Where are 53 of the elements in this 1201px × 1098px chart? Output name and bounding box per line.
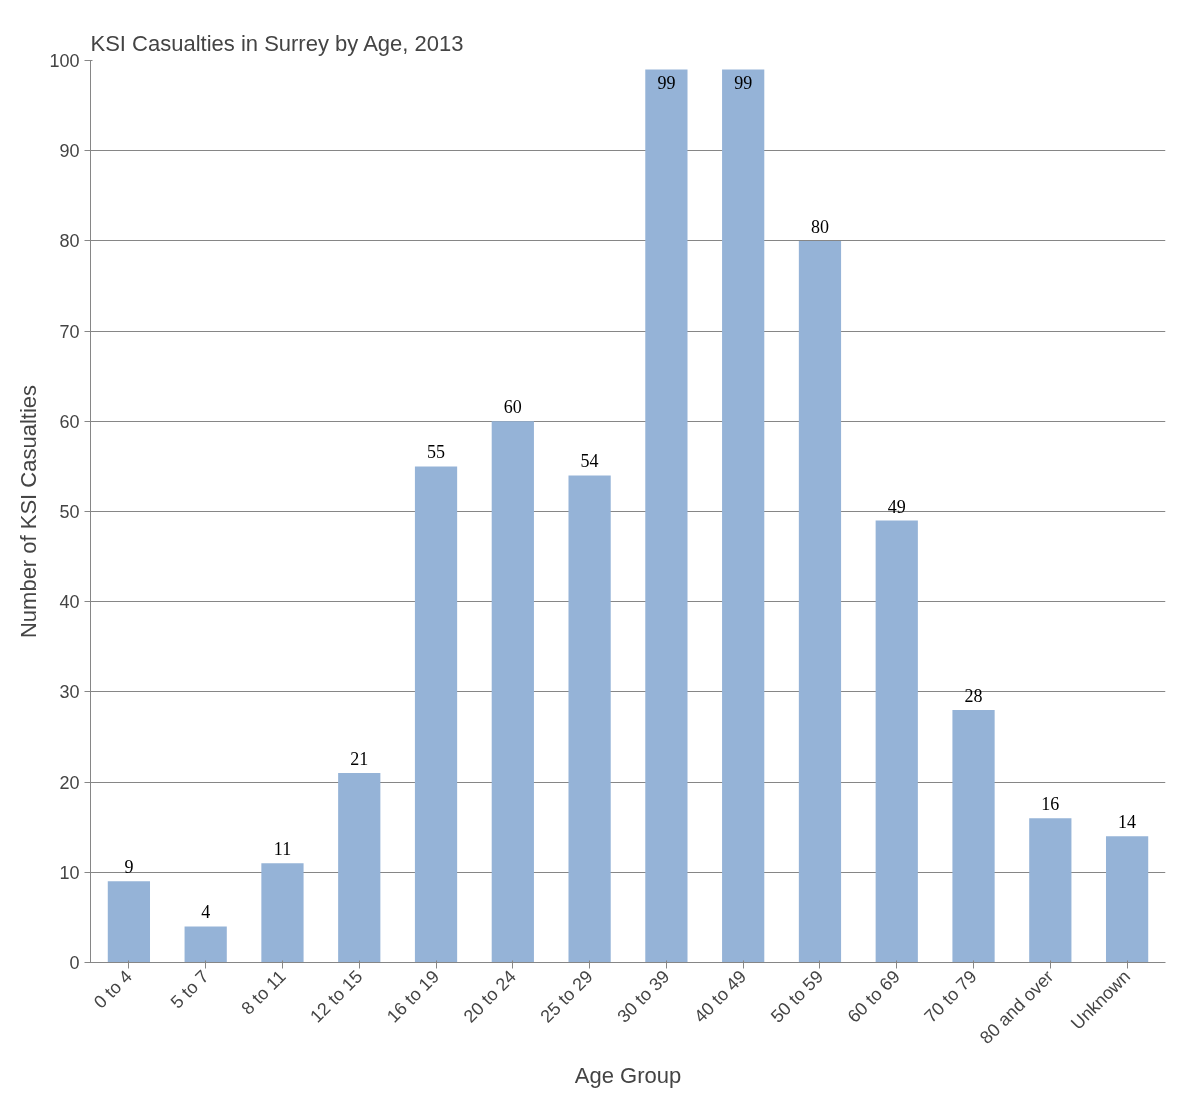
y-tick-label: 40 — [59, 592, 80, 613]
x-axis-title: Age Group — [574, 1062, 682, 1088]
bar — [798, 240, 842, 963]
bar — [107, 881, 151, 963]
data-label: 28 — [964, 685, 983, 706]
bar — [491, 421, 534, 963]
bar — [338, 773, 381, 963]
y-tick-label: 100 — [49, 51, 80, 71]
data-label: 54 — [580, 451, 599, 472]
y-tick-label: 50 — [59, 502, 80, 522]
chart-title: KSI Casualties in Surrey by Age, 2013 — [90, 30, 464, 56]
y-tick-label: 20 — [59, 772, 80, 793]
data-label: 4 — [201, 902, 211, 923]
data-label: 55 — [427, 442, 446, 463]
data-label: 14 — [1118, 812, 1137, 833]
data-label: 60 — [503, 397, 522, 418]
y-axis-title: Number of KSI Casualties — [16, 384, 42, 639]
bar — [722, 69, 765, 963]
data-label: 99 — [657, 72, 676, 93]
x-tick-label: 50 to 59 — [766, 966, 828, 1027]
bar — [952, 709, 995, 963]
data-label: 49 — [887, 496, 906, 517]
data-label: 21 — [350, 749, 369, 770]
y-tick-label: 30 — [59, 682, 80, 703]
x-tick-label: 30 to 39 — [613, 966, 674, 1027]
data-label: 99 — [734, 72, 753, 93]
y-tick-label: 60 — [59, 411, 80, 432]
x-tick-label: 5 to 7 — [166, 966, 213, 1013]
bar — [261, 863, 304, 963]
x-tick-label: 8 to 11 — [237, 966, 290, 1019]
data-label: 80 — [810, 216, 829, 237]
y-tick-label: 90 — [59, 141, 80, 162]
x-tick-label: 0 to 4 — [89, 966, 136, 1013]
data-label: 9 — [124, 857, 134, 878]
x-tick-label: 60 to 69 — [843, 966, 904, 1027]
bar — [568, 475, 611, 963]
data-label: 11 — [273, 839, 292, 860]
y-tick-label: 0 — [69, 953, 80, 973]
y-tick-label: 80 — [59, 231, 80, 252]
data-label: 16 — [1041, 794, 1060, 815]
bar — [645, 69, 688, 963]
bar — [414, 466, 458, 963]
x-tick-label: 25 to 29 — [536, 966, 597, 1027]
x-tick-label: 16 to 19 — [382, 966, 444, 1027]
bar — [1105, 836, 1149, 963]
y-tick-label: 10 — [59, 862, 80, 883]
x-tick-label: 12 to 15 — [306, 966, 367, 1027]
bar — [1029, 818, 1072, 963]
bar — [875, 520, 918, 963]
x-tick-label: 20 to 24 — [459, 966, 520, 1027]
x-tick-label: 40 to 49 — [690, 966, 751, 1027]
y-tick-label: 70 — [59, 321, 80, 342]
bar — [184, 926, 227, 963]
